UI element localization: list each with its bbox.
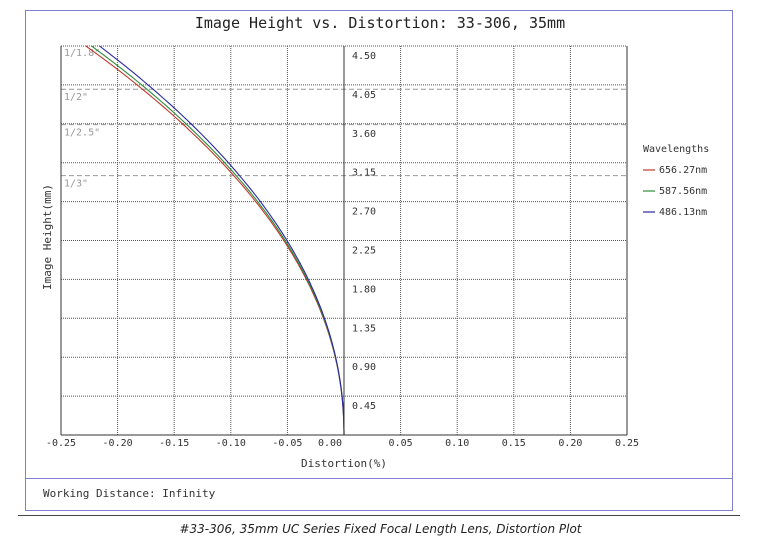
y-tick-label: 3.60 [352,129,376,140]
y-tick-label: 2.25 [352,246,376,257]
axes [60,46,628,436]
y-axis-label: Image Height(mm) [41,184,54,290]
sensor-label: 1/1.8" [64,48,100,59]
sensor-label: 1/2" [64,92,88,103]
y-tick-label: 4.05 [352,90,376,101]
x-tick-label: -0.25 [46,438,76,449]
y-tick-label: 1.80 [352,284,376,295]
x-tick-label: 0.25 [615,438,639,449]
tick-labels: -0.25 -0.20 -0.15 -0.10 -0.05 0.00 0.05 0.10 0.1… [46,51,639,449]
legend: Wavelengths 656.27nm 587.56nm 486.13nm [643,144,709,218]
x-tick-label: -0.15 [159,438,189,449]
y-tick-label: 0.90 [352,362,376,373]
series-line-486.13nm [99,45,345,435]
figure-caption: #33-306, 35mm UC Series Fixed Focal Leng… [179,522,582,536]
chart-frame [25,10,733,511]
sensor-label: 1/2.5" [64,128,100,139]
working-distance: Working Distance: Infinity [43,487,216,500]
x-tick-label: 0.10 [445,438,469,449]
x-tick-label: 0.20 [558,438,582,449]
x-tick-label: 0.05 [389,438,413,449]
y-tick-label: 1.35 [352,323,376,334]
legend-entry: 656.27nm [659,165,707,176]
y-tick-label: 4.50 [352,51,376,62]
y-tick-label: 0.45 [352,401,376,412]
y-tick-label: 2.70 [352,207,376,218]
x-tick-label: 0.00 [318,438,342,449]
x-tick-label: -0.05 [272,438,302,449]
y-tick-label: 3.15 [352,168,376,179]
sensor-label: 1/3" [64,179,88,190]
legend-entry: 486.13nm [659,207,707,218]
x-tick-label: -0.10 [216,438,246,449]
legend-title: Wavelengths [643,144,709,155]
x-tick-label: 0.15 [502,438,526,449]
x-tick-label: -0.20 [103,438,133,449]
series-lines [85,45,345,435]
x-axis-label: Distortion(%) [301,457,387,470]
legend-entry: 587.56nm [659,186,707,197]
chart-title: Image Height vs. Distortion: 33-306, 35m… [195,14,565,32]
